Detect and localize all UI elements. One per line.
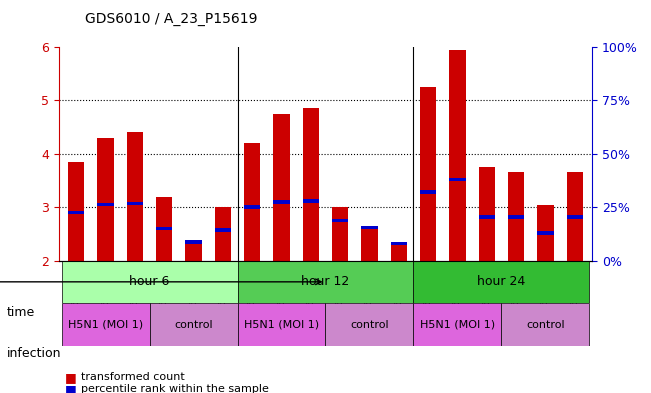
Bar	[449, 50, 465, 261]
Bar	[244, 143, 260, 261]
Bar	[303, 199, 319, 203]
Bar	[238, 303, 326, 346]
Bar	[62, 261, 238, 303]
Bar	[361, 226, 378, 229]
Text: time: time	[7, 306, 35, 319]
Text: transformed count: transformed count	[81, 372, 185, 382]
Bar	[391, 242, 407, 261]
Bar	[244, 205, 260, 209]
Text: ■: ■	[65, 382, 77, 393]
Bar	[215, 207, 231, 261]
Bar	[538, 204, 553, 261]
Bar	[98, 203, 113, 206]
Text: control: control	[174, 320, 213, 329]
Bar	[68, 211, 84, 214]
Bar	[420, 190, 436, 194]
Bar	[420, 87, 436, 261]
Bar	[361, 228, 378, 261]
Bar	[186, 240, 202, 244]
Bar	[501, 303, 589, 346]
Text: ■: ■	[65, 371, 77, 384]
Bar	[508, 215, 524, 219]
Bar	[508, 173, 524, 261]
Bar	[156, 227, 173, 230]
Bar	[478, 215, 495, 219]
Bar	[273, 114, 290, 261]
Bar	[98, 138, 113, 261]
Bar	[150, 303, 238, 346]
Bar	[567, 173, 583, 261]
Text: control: control	[526, 320, 565, 329]
Text: H5N1 (MOI 1): H5N1 (MOI 1)	[244, 320, 319, 329]
Text: GDS6010 / A_23_P15619: GDS6010 / A_23_P15619	[85, 12, 257, 26]
Bar	[303, 108, 319, 261]
Bar	[413, 303, 501, 346]
Text: control: control	[350, 320, 389, 329]
Bar	[449, 178, 465, 181]
Text: percentile rank within the sample: percentile rank within the sample	[81, 384, 270, 393]
Bar	[326, 303, 413, 346]
Text: infection: infection	[7, 347, 61, 360]
Bar	[127, 132, 143, 261]
Bar	[273, 200, 290, 204]
Bar	[238, 261, 413, 303]
Bar	[478, 167, 495, 261]
Bar	[538, 231, 553, 235]
Text: hour 6: hour 6	[130, 275, 170, 288]
Bar	[413, 261, 589, 303]
Text: hour 12: hour 12	[301, 275, 350, 288]
Bar	[68, 162, 84, 261]
Bar	[62, 303, 150, 346]
Bar	[567, 215, 583, 219]
Bar	[332, 219, 348, 222]
Text: hour 24: hour 24	[477, 275, 525, 288]
Bar	[332, 207, 348, 261]
Text: H5N1 (MOI 1): H5N1 (MOI 1)	[68, 320, 143, 329]
Bar	[127, 202, 143, 205]
Bar	[186, 242, 202, 261]
Bar	[156, 196, 173, 261]
Bar	[391, 242, 407, 245]
Text: H5N1 (MOI 1): H5N1 (MOI 1)	[420, 320, 495, 329]
Bar	[215, 228, 231, 232]
